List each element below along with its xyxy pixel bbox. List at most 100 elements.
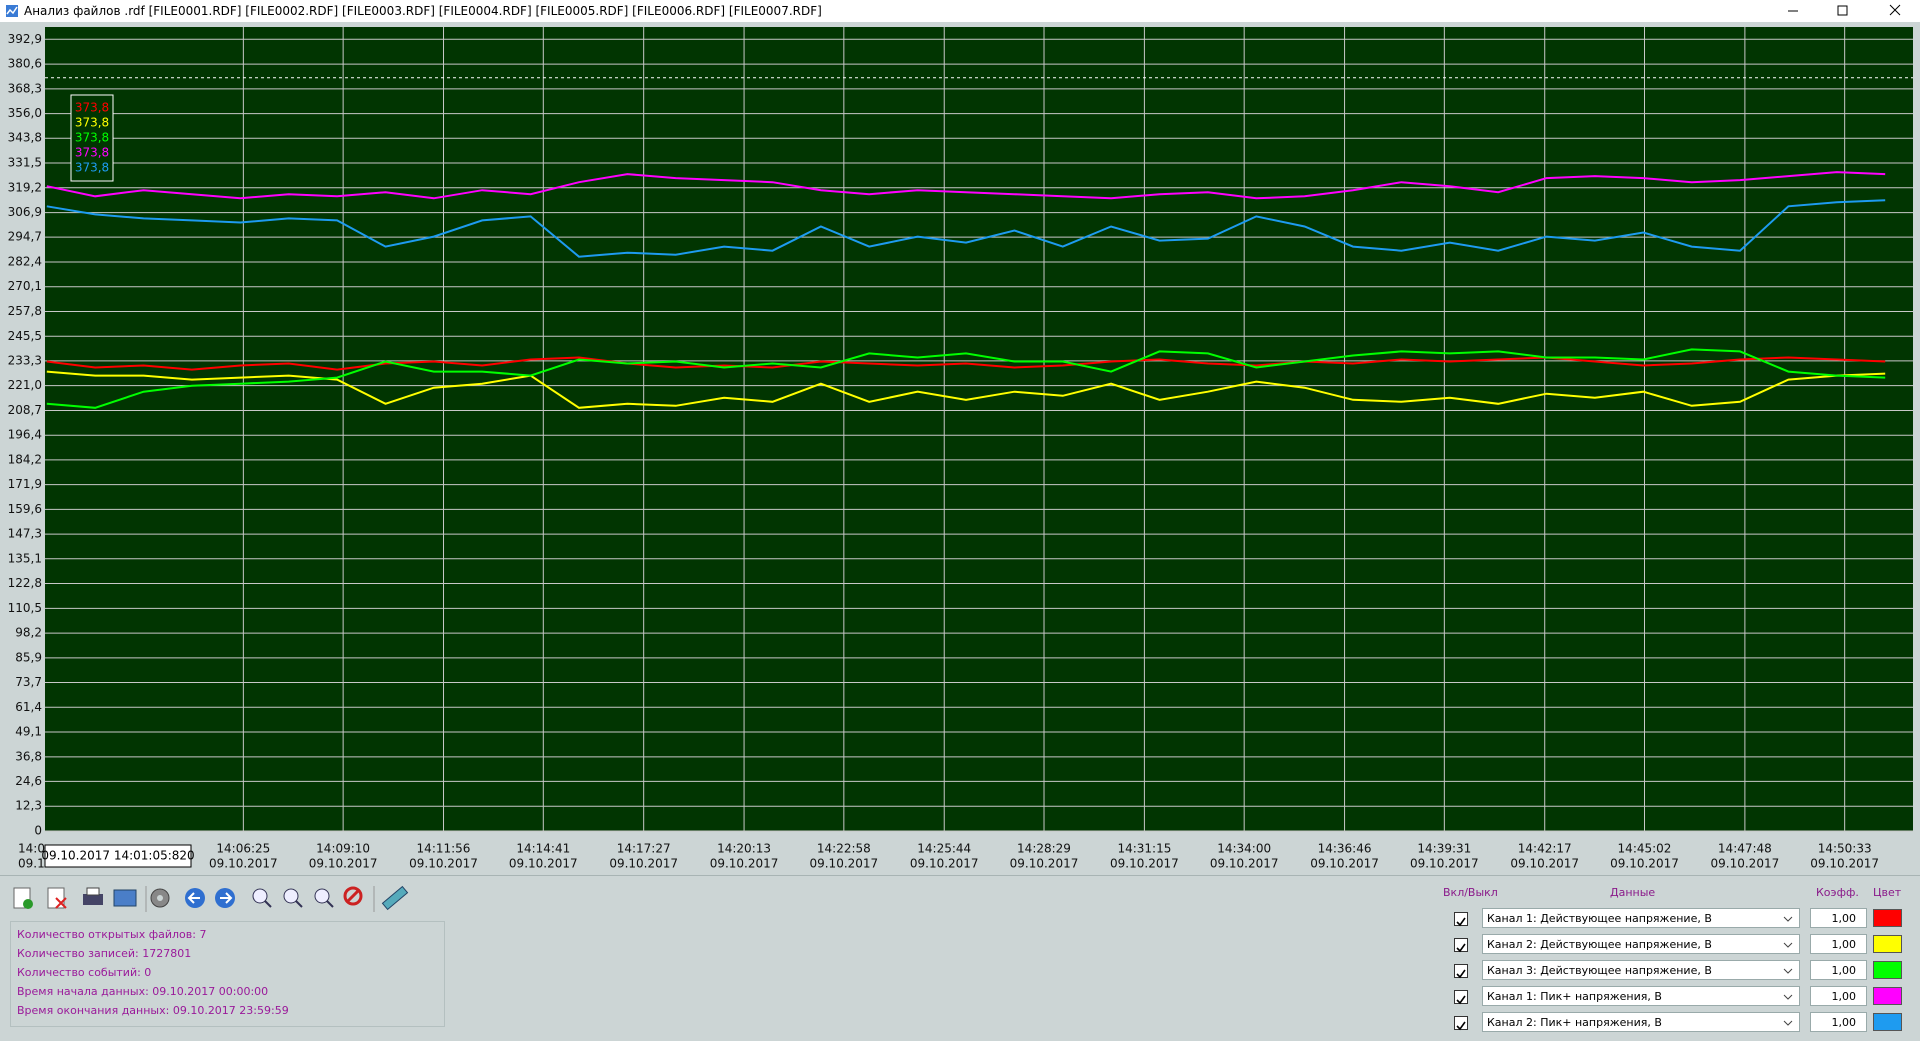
- y-tick-label: 122,8: [8, 576, 42, 590]
- checkbox[interactable]: [1454, 938, 1468, 953]
- series-line: [46, 199, 1886, 258]
- x-tick-label: 14:06:25: [216, 842, 270, 856]
- coef-input[interactable]: 1,00: [1810, 1012, 1867, 1032]
- x-tick-date: 09.10.2017: [910, 857, 979, 871]
- add-file[interactable]: [13, 887, 33, 909]
- y-tick-label: 208,7: [8, 403, 42, 417]
- zoom-out[interactable]: [283, 888, 303, 908]
- check-mark: [1456, 995, 1466, 1005]
- toolbar: [13, 885, 409, 912]
- info-line: Время начала данных: 09.10.2017 00:00:00: [17, 985, 269, 998]
- x-tick-date: 09.10.2017: [1210, 857, 1279, 871]
- color-swatch[interactable]: [1873, 961, 1902, 979]
- y-tick-label: 356,0: [8, 106, 42, 120]
- x-tick-date: 09.10.2017: [509, 857, 578, 871]
- x-tick-date: 09.10.2017: [809, 857, 878, 871]
- channel-dropdown[interactable]: Канал 2: Пик+ напряжения, В: [1482, 1012, 1800, 1032]
- window-controls[interactable]: [1770, 0, 1920, 22]
- y-tick-label: 98,2: [15, 626, 42, 640]
- settings[interactable]: [150, 888, 170, 908]
- forward[interactable]: [215, 888, 235, 908]
- coef-input[interactable]: 1,00: [1810, 934, 1867, 954]
- chart: 0 12,3 24,6 36,8 49,1 61,4 73,7 85,9 98,2 110,5 12…: [0, 22, 1920, 875]
- cursor-value: 373,8: [75, 116, 109, 130]
- x-edge-label: 09.10: [18, 857, 52, 871]
- check-mark: [1456, 917, 1466, 927]
- measure[interactable]: [381, 885, 409, 911]
- channel-label: Канал 3: Действующее напряжение, В: [1487, 964, 1712, 977]
- coef-input[interactable]: 1,00: [1810, 908, 1867, 928]
- info-line: Количество событий: 0: [17, 966, 152, 979]
- y-tick-label: 319,2: [8, 180, 42, 194]
- zoom-reset[interactable]: [343, 886, 363, 906]
- print[interactable]: [83, 887, 103, 905]
- coef-input[interactable]: 1,00: [1810, 960, 1867, 980]
- channel-dropdown[interactable]: Канал 1: Пик+ напряжения, В: [1482, 986, 1800, 1006]
- checkbox[interactable]: [1454, 964, 1468, 979]
- x-tick-date: 09.10.2017: [1410, 857, 1479, 871]
- check-mark: [1456, 969, 1466, 979]
- column-header: Цвет: [1873, 886, 1902, 899]
- back[interactable]: [185, 888, 205, 908]
- y-tick-label: 12,3: [15, 799, 42, 813]
- x-tick-label: 14:09:10: [316, 842, 370, 856]
- channel-dropdown[interactable]: Канал 1: Действующее напряжение, В: [1482, 908, 1800, 928]
- info-box: Количество открытых файлов: 7 Количество…: [10, 921, 445, 1027]
- remove-file[interactable]: [47, 887, 67, 909]
- x-tick-date: 09.10.2017: [309, 857, 378, 871]
- column-header: Коэфф.: [1816, 886, 1859, 899]
- y-tick-label: 110,5: [8, 601, 42, 615]
- y-tick-label: 306,9: [8, 205, 42, 219]
- coef-value: 1,00: [1831, 990, 1857, 1003]
- cursor-value: 373,8: [75, 101, 109, 115]
- x-tick-date: 09.10.2017: [1711, 857, 1780, 871]
- x-tick-label: 14:31:15: [1117, 842, 1171, 856]
- close[interactable]: [1889, 4, 1901, 16]
- column-header: Данные: [1610, 886, 1656, 899]
- channel-dropdown[interactable]: Канал 2: Действующее напряжение, В: [1482, 934, 1800, 954]
- y-tick-label: 233,3: [8, 353, 42, 367]
- dropdown-arrow: [1783, 968, 1793, 974]
- dropdown-arrow: [1783, 916, 1793, 922]
- x-tick-label: 14:14:41: [516, 842, 570, 856]
- color-swatch[interactable]: [1873, 1013, 1902, 1031]
- y-tick-label: 380,6: [8, 57, 42, 71]
- restore[interactable]: [1837, 5, 1848, 16]
- export[interactable]: [113, 889, 137, 907]
- y-tick-label: 196,4: [8, 428, 42, 442]
- x-tick-label: 14:22:58: [817, 842, 871, 856]
- y-tick-label: 343,8: [8, 131, 42, 145]
- color-swatch[interactable]: [1873, 935, 1902, 953]
- check-mark: [1456, 943, 1466, 953]
- channel-dropdown[interactable]: Канал 3: Действующее напряжение, В: [1482, 960, 1800, 980]
- x-tick-date: 09.10.2017: [609, 857, 678, 871]
- color-swatch[interactable]: [1873, 909, 1902, 927]
- x-tick-date: 09.10.2017: [1310, 857, 1379, 871]
- y-tick-label: 85,9: [15, 650, 42, 664]
- y-tick-label: 49,1: [15, 725, 42, 739]
- y-tick-label: 331,5: [8, 156, 42, 170]
- series-line: [46, 348, 1886, 409]
- channel-row: Канал 1: Пик+ напряжения, В 1,00: [0, 985, 1920, 1009]
- x-tick-date: 09.10.2017: [409, 857, 478, 871]
- x-tick-label: 14:36:46: [1318, 842, 1372, 856]
- coef-input[interactable]: 1,00: [1810, 986, 1867, 1006]
- zoom-fit[interactable]: [314, 888, 334, 908]
- x-tick-date: 09.10.2017: [1510, 857, 1579, 871]
- y-tick-label: 221,0: [8, 378, 42, 392]
- y-tick-label: 294,7: [8, 230, 42, 244]
- checkbox[interactable]: [1454, 912, 1468, 927]
- check-mark: [1456, 1021, 1466, 1031]
- dropdown-arrow: [1783, 1020, 1793, 1026]
- color-swatch[interactable]: [1873, 987, 1902, 1005]
- y-tick-label: 73,7: [15, 675, 42, 689]
- zoom-in[interactable]: [252, 888, 272, 908]
- checkbox[interactable]: [1454, 1016, 1468, 1031]
- y-tick-label: 245,5: [8, 329, 42, 343]
- y-tick-label: 282,4: [8, 254, 42, 268]
- y-tick-label: 0: [34, 824, 42, 838]
- app-icon: [6, 5, 18, 17]
- y-tick-label: 159,6: [8, 502, 42, 516]
- checkbox[interactable]: [1454, 990, 1468, 1005]
